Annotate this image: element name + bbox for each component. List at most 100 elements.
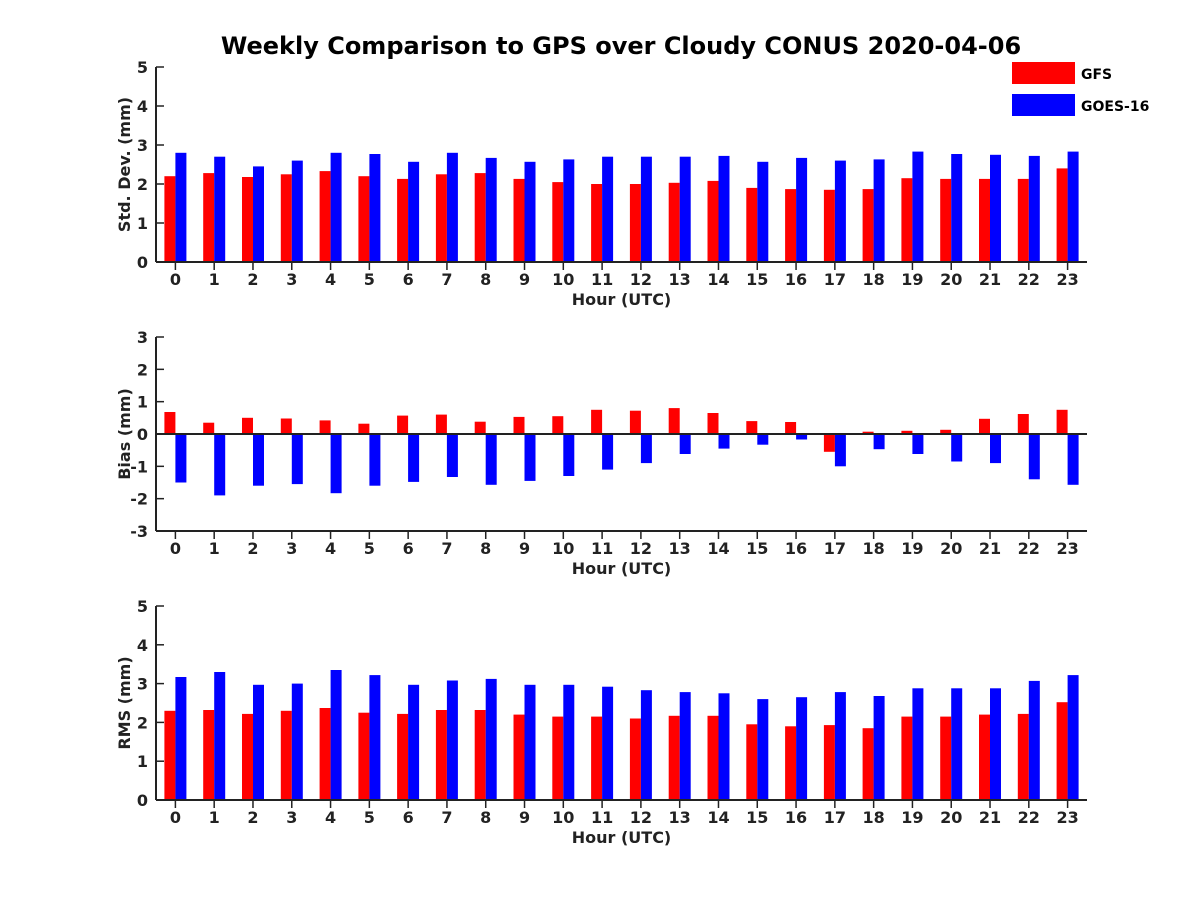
rms-bar-gfs-17 — [823, 725, 835, 800]
std-dev-xtick-label: 20 — [940, 270, 962, 289]
legend-label-goes16: GOES-16 — [1081, 99, 1149, 115]
bias-bar-gfs-14 — [707, 413, 719, 434]
bias-xtick-label: 9 — [519, 539, 530, 558]
std-dev-xtick-label: 1 — [209, 270, 220, 289]
rms-xtick-label: 7 — [441, 808, 452, 827]
bias-xtick-label: 6 — [403, 539, 414, 558]
rms-bar-gfs-3 — [280, 710, 292, 800]
bias-xtick-label: 2 — [247, 539, 258, 558]
std-dev-xtick-label: 16 — [785, 270, 807, 289]
bias-xtick-label: 11 — [591, 539, 613, 558]
std-dev-bar-goes16-10 — [563, 159, 575, 262]
rms-y-axis-label: RMS (mm) — [115, 656, 134, 749]
std-dev-bar-goes16-1 — [214, 156, 226, 262]
bias-bar-goes16-23 — [1067, 434, 1079, 485]
bias-xtick-label: 23 — [1056, 539, 1078, 558]
bias-bar-gfs-1 — [203, 422, 215, 434]
std-dev-xtick-label: 4 — [325, 270, 336, 289]
std-dev-ytick-label: 4 — [137, 97, 148, 116]
std-dev-bar-gfs-10 — [552, 182, 564, 262]
std-dev-bar-goes16-9 — [524, 161, 536, 262]
rms-xtick-label: 1 — [209, 808, 220, 827]
std-dev-xtick-label: 10 — [552, 270, 574, 289]
std-dev-bar-gfs-20 — [940, 178, 952, 262]
rms-bar-gfs-8 — [474, 710, 486, 800]
std-dev-xtick-label: 14 — [707, 270, 729, 289]
std-dev-xtick-label: 19 — [901, 270, 923, 289]
std-dev-bar-gfs-4 — [319, 171, 331, 262]
rms-bar-goes16-19 — [912, 688, 924, 800]
rms-xtick-label: 11 — [591, 808, 613, 827]
rms-bar-goes16-2 — [253, 684, 264, 800]
std-dev-bar-goes16-8 — [485, 157, 497, 262]
bias-bar-gfs-18 — [862, 431, 874, 434]
std-dev-xtick-label: 21 — [979, 270, 1001, 289]
std-dev-bar-gfs-18 — [862, 189, 874, 262]
std-dev-xtick-label: 5 — [364, 270, 375, 289]
rms-bar-goes16-8 — [485, 678, 497, 800]
bias-bar-goes16-9 — [524, 434, 536, 481]
std-dev-bar-gfs-19 — [901, 178, 913, 262]
rms-xtick-label: 23 — [1056, 808, 1078, 827]
std-dev-xtick-label: 17 — [824, 270, 846, 289]
bias-bar-goes16-16 — [796, 434, 808, 440]
rms-bar-gfs-13 — [668, 715, 680, 800]
std-dev-bar-goes16-16 — [796, 157, 808, 262]
rms-bar-goes16-13 — [679, 692, 691, 800]
bias-ytick-label: -3 — [130, 522, 148, 541]
bias-xtick-label: 5 — [364, 539, 375, 558]
std-dev-bar-goes16-21 — [990, 154, 1001, 263]
std-dev-bar-gfs-22 — [1017, 178, 1029, 262]
bias-bar-goes16-0 — [175, 434, 187, 483]
std-dev-bar-goes16-19 — [912, 151, 924, 262]
rms-xtick-label: 4 — [325, 808, 336, 827]
rms-bar-gfs-12 — [629, 718, 641, 800]
std-dev-bar-goes16-12 — [640, 156, 652, 262]
rms-bar-gfs-10 — [552, 716, 564, 800]
rms-xtick-label: 21 — [979, 808, 1001, 827]
rms-xtick-label: 17 — [824, 808, 846, 827]
rms-bar-goes16-18 — [873, 696, 885, 800]
bias-y-axis-label: Bias (mm) — [115, 388, 134, 480]
bias-ytick-label: 0 — [137, 425, 148, 444]
bias-bar-gfs-22 — [1017, 414, 1029, 434]
std-dev-xtick-label: 23 — [1056, 270, 1078, 289]
bias-xtick-label: 17 — [824, 539, 846, 558]
rms-xtick-label: 13 — [669, 808, 691, 827]
std-dev-bar-goes16-2 — [253, 166, 264, 262]
bias-bar-goes16-4 — [330, 434, 342, 494]
std-dev-bar-gfs-11 — [591, 184, 603, 262]
rms-xtick-label: 20 — [940, 808, 962, 827]
bias-bar-goes16-21 — [990, 434, 1001, 464]
rms-xtick-label: 8 — [480, 808, 491, 827]
rms-bar-gfs-18 — [862, 728, 874, 800]
rms-xtick-label: 3 — [286, 808, 297, 827]
bias-xtick-label: 8 — [480, 539, 491, 558]
rms-bar-goes16-16 — [796, 697, 808, 800]
std-dev-ytick-label: 5 — [137, 58, 148, 77]
rms-bar-goes16-20 — [951, 688, 963, 800]
std-dev-xtick-label: 13 — [669, 270, 691, 289]
std-dev-bar-goes16-14 — [718, 155, 730, 262]
bias-bar-gfs-9 — [513, 416, 525, 434]
rms-bar-gfs-15 — [746, 724, 758, 800]
std-dev-xtick-label: 2 — [247, 270, 258, 289]
rms-xtick-label: 15 — [746, 808, 768, 827]
std-dev-bar-goes16-15 — [757, 161, 769, 262]
std-dev-bar-gfs-23 — [1056, 168, 1068, 262]
bias-xtick-label: 15 — [746, 539, 768, 558]
bias-bar-gfs-21 — [979, 418, 990, 434]
legend-swatch-goes16 — [1012, 94, 1075, 116]
rms-bar-goes16-12 — [640, 690, 652, 800]
bias-bar-goes16-22 — [1028, 434, 1040, 480]
bias-xtick-label: 13 — [669, 539, 691, 558]
std-dev-bar-gfs-5 — [358, 176, 370, 262]
bias-xtick-label: 18 — [863, 539, 885, 558]
std-dev-bar-gfs-0 — [164, 176, 176, 262]
std-dev-bar-gfs-9 — [513, 178, 525, 262]
legend-label-gfs: GFS — [1081, 67, 1112, 83]
legend-swatch-gfs — [1012, 62, 1075, 84]
bias-bar-goes16-6 — [408, 434, 420, 482]
